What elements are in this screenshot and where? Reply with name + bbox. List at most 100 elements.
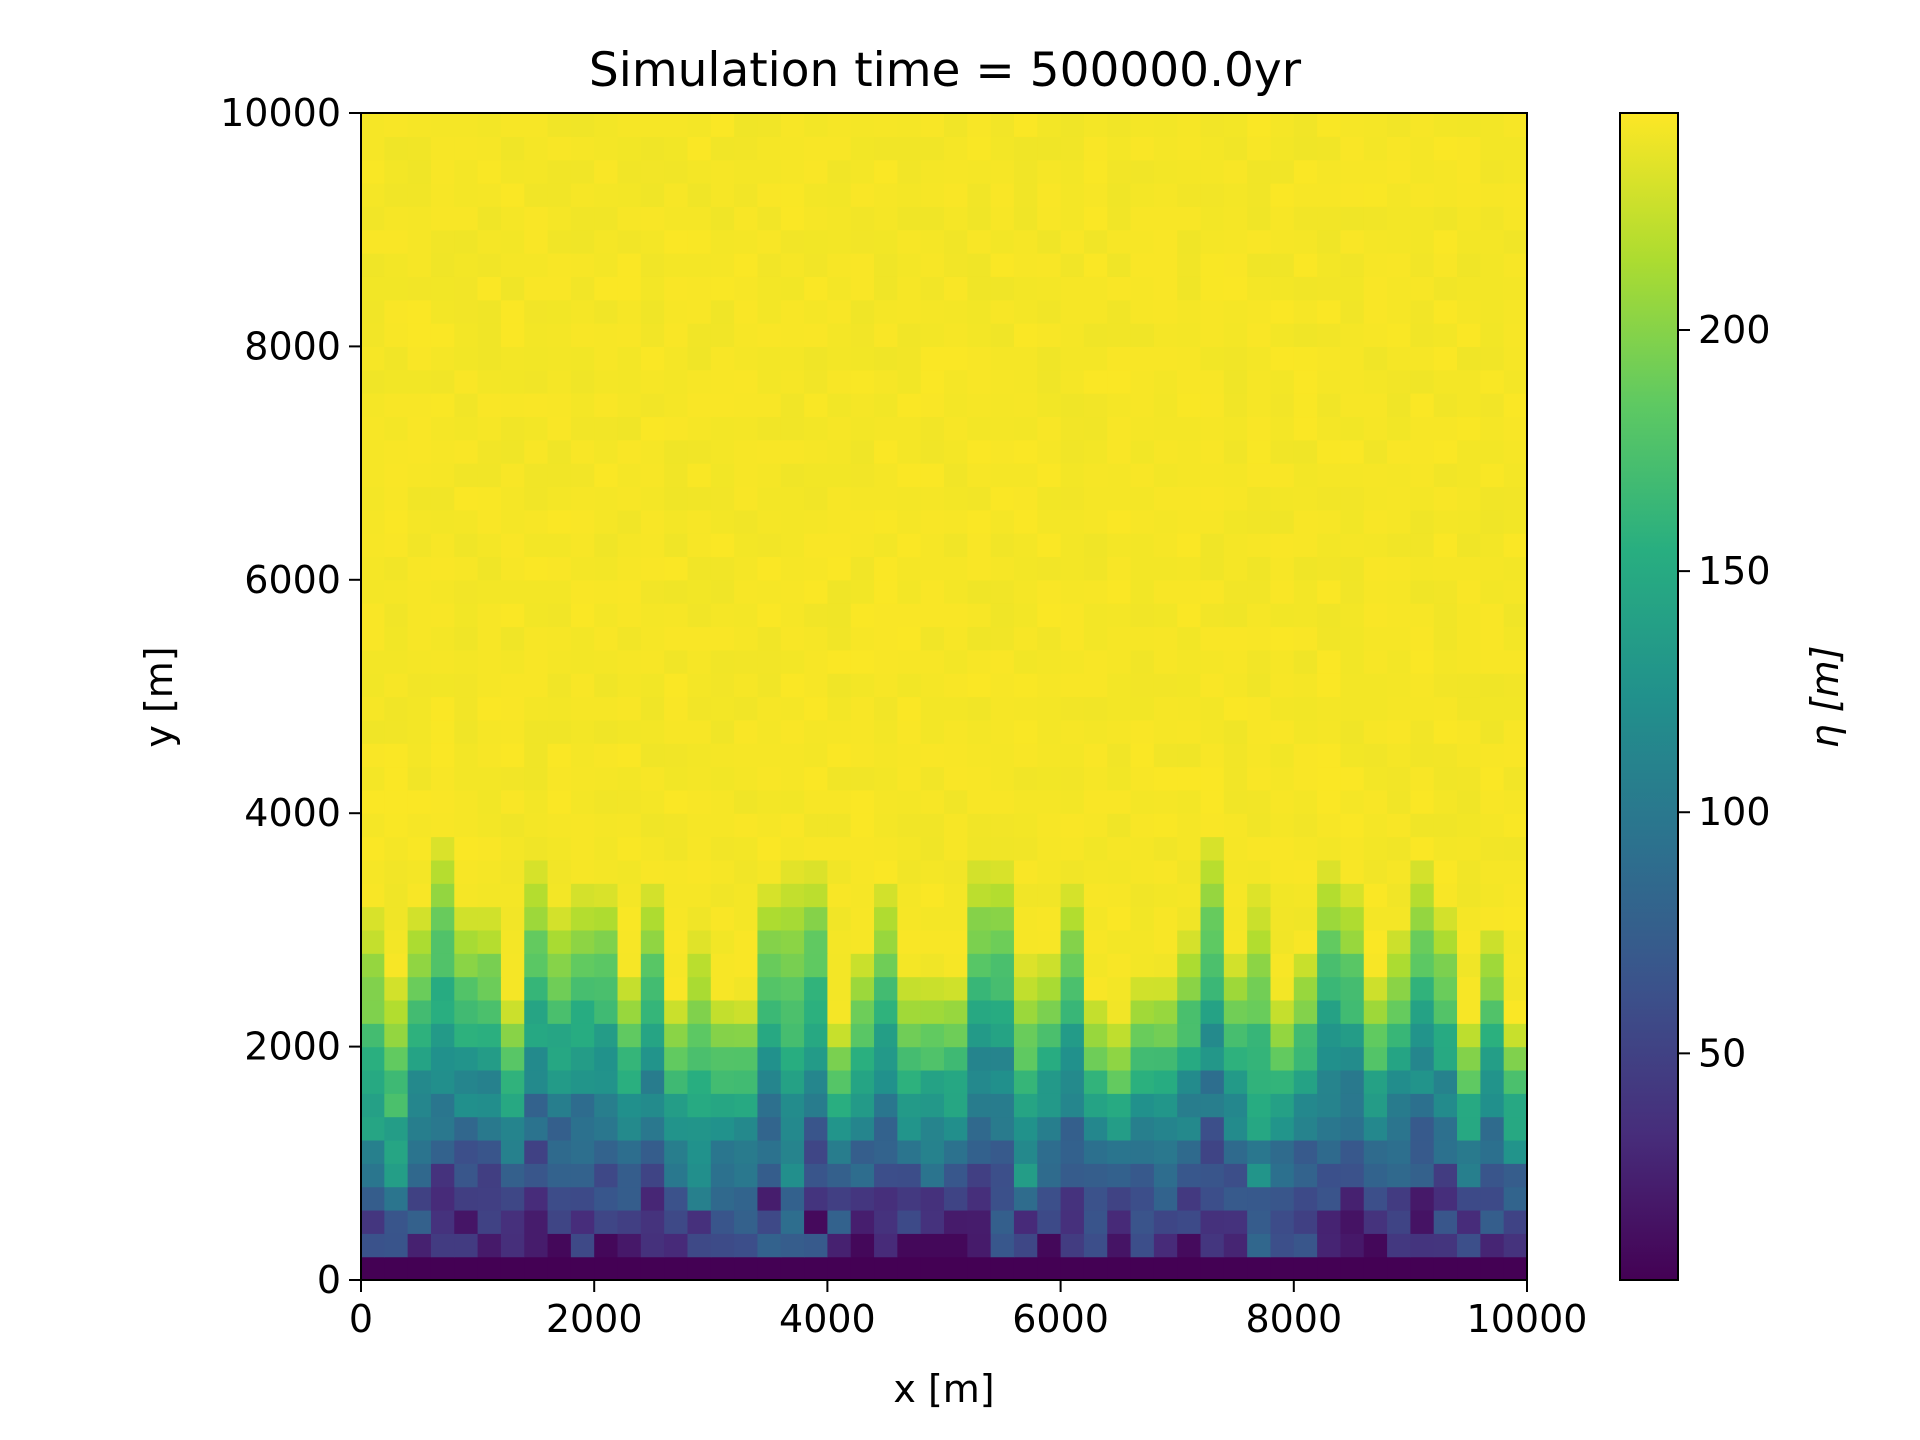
heatmap-cell bbox=[874, 1093, 898, 1118]
heatmap-cell bbox=[500, 789, 525, 814]
heatmap-cell bbox=[850, 113, 875, 137]
heatmap-cell bbox=[1340, 486, 1365, 511]
heatmap-cell bbox=[1293, 976, 1318, 1001]
heatmap-cell bbox=[1363, 486, 1388, 511]
heatmap-cell bbox=[1317, 953, 1342, 978]
heatmap-cell bbox=[804, 346, 828, 371]
heatmap-cell bbox=[430, 579, 455, 604]
heatmap-cell bbox=[874, 649, 898, 674]
heatmap-cell bbox=[570, 253, 595, 277]
heatmap-cell bbox=[1177, 813, 1202, 838]
heatmap-cell bbox=[1153, 1139, 1178, 1164]
heatmap-cell bbox=[850, 393, 875, 418]
heatmap-cell bbox=[1013, 673, 1038, 698]
heatmap-cell bbox=[454, 1209, 479, 1234]
heatmap-cell bbox=[1083, 649, 1108, 674]
heatmap-cell bbox=[454, 136, 479, 161]
heatmap-cell bbox=[594, 696, 619, 721]
heatmap-cell bbox=[500, 719, 525, 744]
heatmap-cell bbox=[1293, 159, 1318, 184]
heatmap-cell bbox=[1340, 649, 1365, 674]
heatmap-cell bbox=[594, 1023, 619, 1048]
heatmap-cell bbox=[1060, 463, 1085, 488]
heatmap-cell bbox=[361, 1116, 385, 1141]
heatmap-cell bbox=[1480, 113, 1505, 137]
heatmap-cell bbox=[1457, 1139, 1481, 1164]
heatmap-cell bbox=[1013, 183, 1038, 207]
heatmap-cell bbox=[1037, 1233, 1062, 1258]
heatmap-cell bbox=[1457, 463, 1481, 488]
heatmap-cell bbox=[664, 229, 689, 254]
heatmap-cell bbox=[547, 719, 572, 744]
heatmap-cell bbox=[920, 369, 945, 394]
heatmap-cell bbox=[430, 113, 455, 137]
heatmap-cell bbox=[1480, 906, 1505, 931]
heatmap-cell bbox=[1293, 649, 1318, 674]
heatmap-cell bbox=[664, 206, 689, 231]
heatmap-cell bbox=[710, 649, 735, 674]
heatmap-cell bbox=[780, 299, 805, 324]
heatmap-cell bbox=[1317, 1186, 1342, 1211]
heatmap-cell bbox=[990, 369, 1015, 394]
heatmap-cell bbox=[897, 183, 922, 207]
heatmap-cell bbox=[617, 113, 642, 137]
heatmap-cell bbox=[1247, 603, 1272, 628]
heatmap-cell bbox=[944, 556, 968, 581]
heatmap-cell bbox=[1083, 393, 1108, 418]
heatmap-cell bbox=[897, 883, 922, 908]
heatmap-cell bbox=[827, 439, 852, 464]
heatmap-cell bbox=[454, 626, 479, 651]
heatmap-cell bbox=[1130, 603, 1155, 628]
heatmap-cell bbox=[430, 183, 455, 207]
heatmap-cell bbox=[1480, 533, 1505, 558]
heatmap-cell bbox=[407, 579, 432, 604]
heatmap-cell bbox=[617, 1209, 642, 1234]
heatmap-cell bbox=[1177, 976, 1202, 1001]
heatmap-cell bbox=[430, 836, 455, 861]
heatmap-cell bbox=[967, 369, 992, 394]
heatmap-cell bbox=[384, 579, 409, 604]
heatmap-cell bbox=[827, 113, 852, 137]
heatmap-cell bbox=[757, 533, 782, 558]
heatmap-cell bbox=[920, 719, 945, 744]
heatmap-cell bbox=[1060, 766, 1085, 791]
heatmap-cell bbox=[594, 206, 619, 231]
heatmap-cell bbox=[1153, 486, 1178, 511]
heatmap-cell bbox=[454, 299, 479, 324]
heatmap-cell bbox=[361, 463, 385, 488]
heatmap-cell bbox=[1107, 533, 1132, 558]
heatmap-cell bbox=[944, 159, 968, 184]
heatmap-cell bbox=[547, 159, 572, 184]
heatmap-cell bbox=[1387, 369, 1411, 394]
heatmap-cell bbox=[570, 603, 595, 628]
heatmap-cell bbox=[547, 696, 572, 721]
heatmap-cell bbox=[430, 603, 455, 628]
heatmap-cell bbox=[1270, 439, 1295, 464]
heatmap-cell bbox=[500, 1163, 525, 1188]
heatmap-cell bbox=[804, 253, 828, 277]
heatmap-cell bbox=[640, 696, 665, 721]
heatmap-cell bbox=[874, 719, 898, 744]
heatmap-cell bbox=[1200, 1023, 1225, 1048]
heatmap-cell bbox=[897, 113, 922, 137]
heatmap-cell bbox=[500, 1093, 525, 1118]
heatmap-cell bbox=[570, 439, 595, 464]
heatmap-cell bbox=[1060, 976, 1085, 1001]
heatmap-cell bbox=[1177, 906, 1202, 931]
heatmap-cell bbox=[1387, 1233, 1411, 1258]
heatmap-cell bbox=[477, 789, 502, 814]
heatmap-cell bbox=[1200, 346, 1225, 371]
heatmap-cell bbox=[477, 603, 502, 628]
heatmap-cell bbox=[687, 276, 712, 301]
heatmap-cell bbox=[1270, 136, 1295, 161]
heatmap-cell bbox=[804, 976, 828, 1001]
heatmap-cell bbox=[967, 719, 992, 744]
heatmap-cell bbox=[1130, 1093, 1155, 1118]
heatmap-cell bbox=[454, 649, 479, 674]
heatmap-cell bbox=[1317, 1023, 1342, 1048]
heatmap-cell bbox=[1317, 136, 1342, 161]
heatmap-cell bbox=[570, 393, 595, 418]
heatmap-cell bbox=[547, 369, 572, 394]
heatmap-cell bbox=[874, 1069, 898, 1094]
heatmap-cell bbox=[874, 253, 898, 277]
